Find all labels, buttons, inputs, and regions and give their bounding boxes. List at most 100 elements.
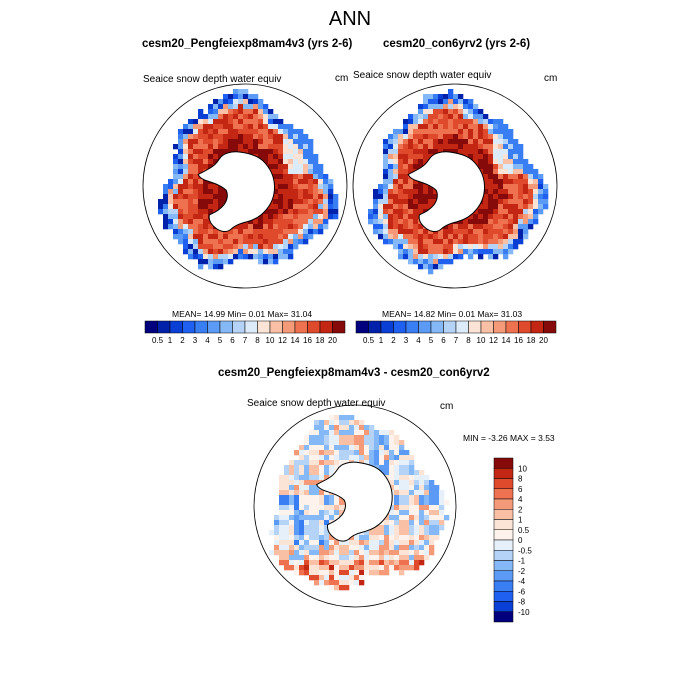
map-cell: [473, 219, 479, 225]
map-cell: [478, 204, 484, 210]
map-cell: [273, 124, 279, 130]
map-cell: [498, 144, 504, 150]
map-cell: [404, 465, 410, 471]
map-cell: [409, 485, 415, 491]
map-cell: [314, 520, 320, 526]
map-cell: [188, 174, 194, 180]
map-cell: [323, 194, 329, 200]
map-cell: [173, 169, 179, 175]
map-cell: [283, 209, 289, 215]
map-cell: [448, 234, 454, 240]
map-cell: [243, 134, 249, 140]
map-cell: [308, 149, 314, 155]
map-cell: [334, 565, 340, 571]
map-cell: [208, 199, 214, 205]
map-cell: [334, 575, 340, 581]
map-cell: [473, 104, 479, 110]
map-cell: [478, 234, 484, 240]
colorbar-tick-label: 10: [266, 336, 275, 345]
map-cell: [309, 560, 315, 566]
map-cell: [303, 219, 309, 225]
map-cell: [324, 565, 330, 571]
map-cell: [359, 550, 365, 556]
map-cell: [289, 540, 295, 546]
colorbar-tick-label: 8: [518, 475, 523, 484]
map-cell: [243, 149, 249, 155]
map-cell: [223, 109, 229, 115]
map-cell: [388, 209, 394, 215]
map-cell: [393, 194, 399, 200]
map-cell: [409, 560, 415, 566]
map-cell: [323, 204, 329, 210]
map-cell: [413, 204, 419, 210]
map-cell: [303, 224, 309, 230]
map-cell: [414, 495, 420, 501]
map-cell: [308, 219, 314, 225]
map-cell: [203, 179, 209, 185]
map-cell: [243, 139, 249, 145]
map-cell: [288, 124, 294, 130]
map-cell: [344, 560, 350, 566]
map-cell: [398, 129, 404, 135]
map-cell: [394, 490, 400, 496]
map-cell: [393, 169, 399, 175]
map-cell: [183, 179, 189, 185]
map-cell: [389, 545, 395, 551]
map-cell: [203, 234, 209, 240]
map-cell: [518, 189, 524, 195]
map-cell: [378, 204, 384, 210]
map-cell: [288, 209, 294, 215]
map-cell: [309, 545, 315, 551]
map-cell: [418, 189, 424, 195]
map-cell: [503, 144, 509, 150]
map-cell: [279, 550, 285, 556]
map-cell: [478, 124, 484, 130]
map-cell: [388, 179, 394, 185]
map-cell: [178, 224, 184, 230]
map-cell: [408, 154, 414, 160]
map-cell: [309, 455, 315, 461]
map-cell: [243, 254, 249, 260]
map-cell: [418, 149, 424, 155]
map-cell: [408, 254, 414, 260]
map-cell: [314, 440, 320, 446]
map-cell: [203, 164, 209, 170]
map-cell: [288, 139, 294, 145]
map-cell: [399, 460, 405, 466]
map-cell: [413, 189, 419, 195]
map-cell: [253, 224, 259, 230]
map-cell: [344, 430, 350, 436]
map-cell: [238, 94, 244, 100]
map-cell: [294, 535, 300, 541]
map-cell: [493, 159, 499, 165]
map-cell: [329, 450, 335, 456]
map-cell: [374, 460, 380, 466]
map-cell: [283, 134, 289, 140]
map-cell: [273, 209, 279, 215]
map-cell: [314, 485, 320, 491]
map-cell: [433, 114, 439, 120]
map-cell: [183, 169, 189, 175]
map-cell: [403, 164, 409, 170]
map-cell: [334, 555, 340, 561]
map-cell: [448, 124, 454, 130]
map-cell: [368, 214, 374, 220]
map-cell: [409, 550, 415, 556]
map-cell: [329, 445, 335, 451]
map-cell: [304, 515, 310, 521]
map-cell: [493, 174, 499, 180]
map-cell: [408, 224, 414, 230]
map-cell: [404, 565, 410, 571]
map-cell: [408, 169, 414, 175]
map-cell: [399, 490, 405, 496]
map-cell: [498, 234, 504, 240]
map-cell: [294, 470, 300, 476]
map-cell: [384, 565, 390, 571]
map-cell: [359, 420, 365, 426]
map-cell: [314, 500, 320, 506]
map-cell: [339, 550, 345, 556]
map-cell: [339, 445, 345, 451]
map-cell: [304, 505, 310, 511]
map-cell: [344, 565, 350, 571]
map-cell: [253, 134, 259, 140]
